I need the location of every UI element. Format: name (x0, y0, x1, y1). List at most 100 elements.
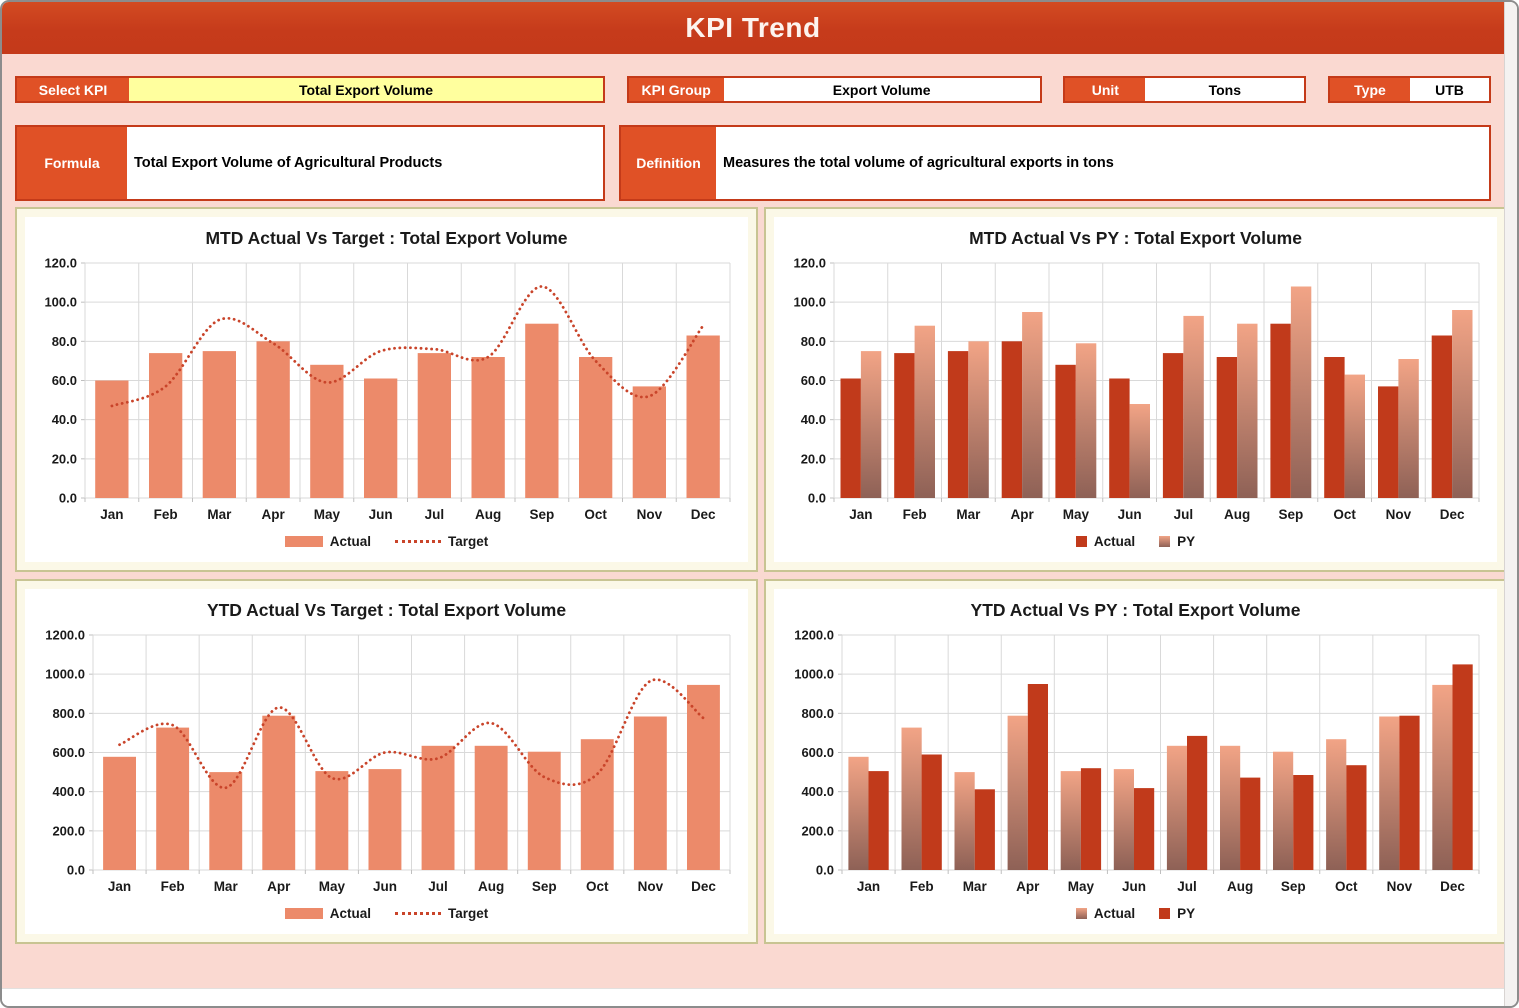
svg-text:0.0: 0.0 (67, 863, 85, 878)
svg-text:Aug: Aug (1227, 879, 1253, 894)
svg-text:Jun: Jun (369, 507, 393, 522)
svg-text:1000.0: 1000.0 (794, 667, 834, 682)
svg-text:Mar: Mar (956, 507, 981, 522)
legend-label-actual: Actual (1093, 533, 1136, 549)
svg-text:Jul: Jul (428, 879, 448, 894)
svg-text:Nov: Nov (1386, 507, 1412, 522)
legend-item-py: PY (1159, 906, 1195, 921)
svg-text:Mar: Mar (963, 879, 988, 894)
legend-swatch-py (1159, 535, 1171, 547)
svg-text:600.0: 600.0 (52, 745, 85, 760)
svg-text:200.0: 200.0 (801, 823, 834, 838)
mtd-actual-vs-py-chart: 0.0 20.0 40.0 60.0 80.0 100.0 120.0 Jan Feb Mar Ap… (793, 256, 1480, 522)
svg-text:Feb: Feb (910, 879, 934, 894)
svg-text:Aug: Aug (475, 507, 501, 522)
legend-swatch-target (395, 539, 441, 543)
definition-label: Definition (621, 127, 716, 199)
svg-text:20.0: 20.0 (52, 451, 77, 466)
type-label: Type (1329, 78, 1410, 101)
svg-text:400.0: 400.0 (52, 784, 85, 799)
chart-panel-ytd-actual-vs-py: YTD Actual Vs PY : Total Export Volume 0… (764, 579, 1504, 944)
svg-text:400.0: 400.0 (801, 784, 834, 799)
svg-text:Dec: Dec (1440, 507, 1465, 522)
svg-text:Jan: Jan (108, 879, 131, 894)
svg-text:Nov: Nov (638, 879, 664, 894)
mtd-target-chart-title: MTD Actual Vs Target : Total Export Volu… (205, 228, 568, 248)
svg-text:1200.0: 1200.0 (794, 628, 834, 643)
mtd-target-chart-legend: Actual Target (284, 526, 489, 556)
select-kpi-value[interactable]: Total Export Volume (129, 78, 603, 101)
svg-text:800.0: 800.0 (52, 706, 85, 721)
window-bottom-strip (2, 988, 1504, 1006)
svg-text:100.0: 100.0 (793, 295, 826, 310)
legend-label-py: PY (1177, 905, 1196, 921)
formula-control: Formula Total Export Volume of Agricultu… (15, 125, 605, 201)
svg-text:80.0: 80.0 (801, 334, 826, 349)
ytd-actual-vs-target-chart: 0.0 200.0 400.0 600.0 800.0 1000.0 1200.0 Jan Fe… (45, 628, 731, 894)
legend-swatch-actual (284, 907, 323, 919)
legend-label-actual: Actual (329, 533, 371, 549)
svg-text:100.0: 100.0 (44, 295, 77, 310)
svg-text:Sep: Sep (532, 879, 557, 894)
legend-label-target: Target (448, 533, 489, 549)
unit-control: Unit Tons (1063, 76, 1307, 103)
definition-value: Measures the total volume of agricultura… (716, 127, 1489, 199)
svg-text:Mar: Mar (207, 507, 232, 522)
legend-swatch-actual (284, 535, 323, 547)
legend-swatch-actual (1075, 535, 1087, 547)
mtd-actual-vs-target-chart: 0.0 20.0 40.0 60.0 80.0 100.0 120.0 Jan Feb Mar Ap… (44, 256, 731, 522)
svg-text:Jan: Jan (100, 507, 123, 522)
svg-text:Jul: Jul (425, 507, 445, 522)
kpi-group-value: Export Volume (723, 78, 1040, 101)
svg-text:Nov: Nov (637, 507, 663, 522)
chart-panel-mtd-actual-vs-target: MTD Actual Vs Target : Total Export Volu… (15, 207, 758, 572)
legend-item-actual: Actual (1075, 905, 1136, 921)
legend-label-py: PY (1177, 533, 1196, 549)
dashboard-content: Select KPI Total Export Volume KPI Group… (2, 54, 1504, 988)
svg-text:1000.0: 1000.0 (45, 667, 85, 682)
svg-text:Oct: Oct (1333, 507, 1356, 522)
legend-label-actual: Actual (1093, 905, 1136, 921)
svg-text:Jul: Jul (1174, 507, 1194, 522)
legend-label-actual: Actual (329, 905, 371, 921)
svg-text:Apr: Apr (261, 507, 285, 522)
svg-text:May: May (314, 507, 341, 522)
select-kpi-label: Select KPI (17, 78, 129, 101)
svg-text:Aug: Aug (478, 879, 504, 894)
ytd-target-chart-legend: Actual Target (284, 898, 489, 928)
legend-swatch-actual (1075, 907, 1087, 919)
svg-text:60.0: 60.0 (52, 373, 77, 388)
svg-text:Apr: Apr (1016, 879, 1040, 894)
svg-text:Mar: Mar (214, 879, 239, 894)
unit-label: Unit (1065, 78, 1146, 101)
ytd-actual-vs-py-chart: 0.0 200.0 400.0 600.0 800.0 1000.0 1200.0 Jan Fe… (794, 628, 1480, 894)
svg-text:40.0: 40.0 (801, 412, 826, 427)
chart-panel-ytd-actual-vs-target: YTD Actual Vs Target : Total Export Volu… (15, 579, 758, 944)
chart-panel-mtd-actual-vs-py: MTD Actual Vs PY : Total Export Volume 0… (764, 207, 1504, 572)
legend-item-actual: Actual (284, 905, 371, 921)
page-title: KPI Trend (685, 12, 821, 43)
svg-text:Sep: Sep (530, 507, 555, 522)
svg-text:120.0: 120.0 (44, 256, 77, 271)
svg-text:40.0: 40.0 (52, 412, 77, 427)
svg-text:Jan: Jan (857, 879, 880, 894)
ytd-py-chart-title: YTD Actual Vs PY : Total Export Volume (970, 600, 1301, 620)
svg-text:Feb: Feb (161, 879, 185, 894)
legend-label-target: Target (448, 905, 489, 921)
formula-value: Total Export Volume of Agricultural Prod… (127, 127, 603, 199)
svg-text:120.0: 120.0 (793, 256, 826, 271)
svg-text:60.0: 60.0 (801, 373, 826, 388)
svg-text:80.0: 80.0 (52, 334, 77, 349)
mtd-py-chart-title: MTD Actual Vs PY : Total Export Volume (969, 228, 1302, 248)
svg-text:Oct: Oct (584, 507, 607, 522)
ytd-target-chart-title: YTD Actual Vs Target : Total Export Volu… (206, 600, 567, 620)
mtd-py-chart-legend: Actual PY (1075, 526, 1196, 556)
legend-swatch-target (395, 911, 441, 915)
window-scrollbar-strip[interactable] (1504, 2, 1517, 1006)
kpi-group-label: KPI Group (628, 78, 724, 101)
type-value: UTB (1409, 78, 1489, 101)
definition-control: Definition Measures the total volume of … (619, 125, 1491, 201)
svg-text:200.0: 200.0 (52, 823, 85, 838)
ytd-py-chart-legend: Actual PY (1075, 898, 1195, 928)
